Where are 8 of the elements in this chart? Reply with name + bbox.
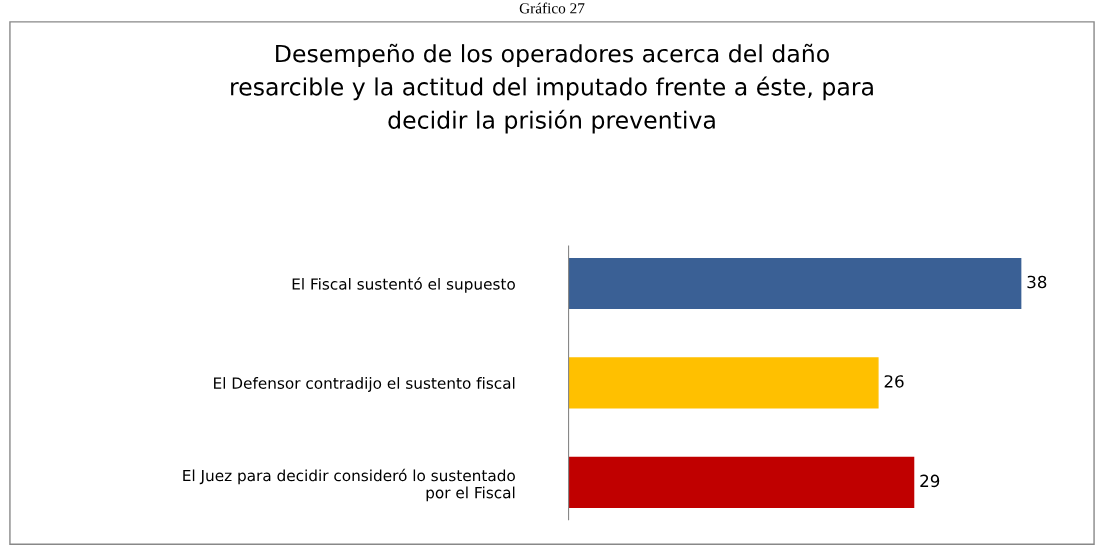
y-tick-label: El Fiscal sustentó el supuesto	[292, 277, 515, 293]
data-label: 29	[920, 474, 940, 488]
data-label: 38	[1027, 275, 1047, 289]
data-label: 26	[884, 375, 904, 388]
text: Gráfico 27	[519, 2, 585, 14]
chart-title: Desempeño de los operadores acerca del daño resarcible y la actitud del imputado frente a éste, para decidir la prisión preventiva	[231, 43, 873, 134]
y-tick-label: El Defensor contradijo el sustento fiscal	[214, 377, 515, 392]
y-tick-label: El Juez para decidir consideró lo sustentado por el Fiscal	[183, 468, 515, 502]
